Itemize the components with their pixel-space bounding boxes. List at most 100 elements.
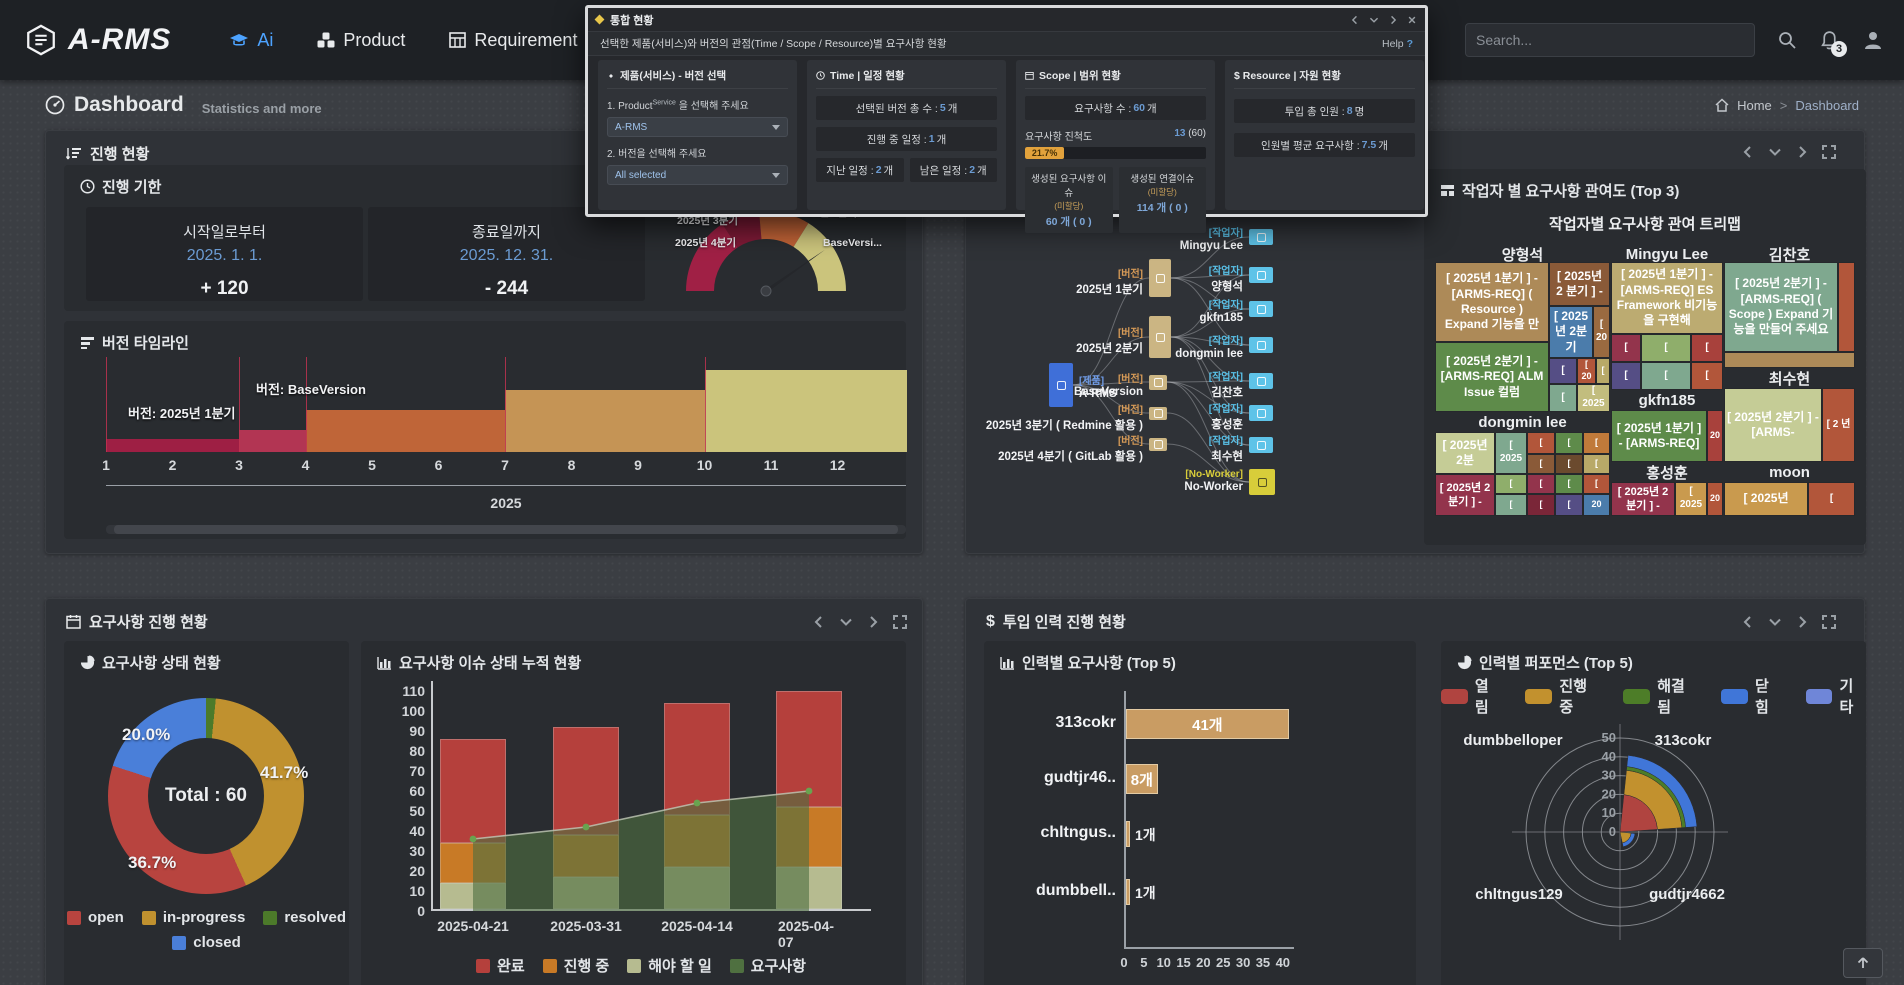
scroll-top-button[interactable]: [1843, 948, 1883, 978]
stacked-bar-segment[interactable]: [440, 883, 506, 909]
treemap-cell[interactable]: [1838, 262, 1855, 352]
stacked-bar-segment[interactable]: [664, 815, 730, 867]
treemap-cell[interactable]: [: [1808, 482, 1855, 516]
stacked-bar-segment[interactable]: [776, 867, 842, 909]
chevron-right-icon[interactable]: [866, 615, 880, 629]
chevron-right-icon[interactable]: [1388, 15, 1398, 25]
treemap-cell[interactable]: [: [1495, 474, 1527, 494]
treemap-cell[interactable]: [: [1527, 474, 1555, 494]
network-node-product[interactable]: [1049, 363, 1073, 407]
gauge-segment[interactable]: [686, 223, 738, 291]
timeline-bar[interactable]: [505, 390, 705, 452]
network-node-noworker[interactable]: [1249, 469, 1275, 495]
hbar-bar[interactable]: 8개: [1126, 764, 1158, 794]
legend-item-open[interactable]: open: [66, 909, 124, 926]
treemap-cell[interactable]: [ 2 년: [1822, 388, 1855, 462]
treemap-cell[interactable]: [: [1555, 474, 1583, 494]
network-node-version[interactable]: [1149, 259, 1171, 297]
stacked-bar-segment[interactable]: [553, 727, 619, 835]
treemap-cell[interactable]: [ 2025년 2분기 ] -: [1611, 482, 1675, 516]
stacked-bar-segment[interactable]: [553, 835, 619, 877]
chevron-right-icon[interactable]: [1795, 615, 1809, 629]
stacked-bar-segment[interactable]: [440, 739, 506, 843]
treemap-cell[interactable]: [ 2025년 2분기 ] - [ARMS-REQ] ( Scope ) Exp…: [1724, 262, 1838, 352]
chevron-right-icon[interactable]: [1795, 145, 1809, 159]
treemap-cell[interactable]: [ 2025년 1분기 ] - [ARMS-REQ] ( Resource ) …: [1435, 262, 1549, 342]
hbar-bar[interactable]: 41개: [1126, 709, 1289, 739]
treemap-cell[interactable]: [ 2025년 2분기 ] - [ARMS-: [1724, 388, 1822, 462]
nav-item-requirement[interactable]: Requirement: [449, 30, 577, 51]
treemap-cell[interactable]: [: [1555, 432, 1583, 454]
chevron-left-icon[interactable]: [1741, 145, 1755, 159]
polar-wedge-닫힘[interactable]: [1622, 832, 1636, 848]
treemap-cell[interactable]: [ 2025년: [1724, 482, 1808, 516]
treemap-cell[interactable]: 20: [1707, 482, 1723, 516]
legend-item-해결됨[interactable]: 해결됨: [1623, 675, 1697, 717]
treemap-cell[interactable]: [ 2025년 1분기 ] - [ARMS-REQ] ES Framework …: [1611, 262, 1723, 334]
treemap-cell[interactable]: 20: [1583, 494, 1610, 516]
polar-wedge-닫힘[interactable]: [1626, 755, 1698, 828]
treemap-cell[interactable]: [: [1495, 494, 1527, 516]
network-node-version[interactable]: [1149, 375, 1167, 390]
stacked-bar-segment[interactable]: [440, 843, 506, 883]
treemap-cell[interactable]: [: [1549, 384, 1577, 412]
network-node-version[interactable]: [1149, 438, 1167, 451]
hbar-bar[interactable]: [1126, 879, 1130, 905]
legend-item-기타[interactable]: 기타: [1805, 675, 1866, 717]
hbar-bar[interactable]: [1126, 821, 1130, 847]
network-node-worker[interactable]: [1249, 301, 1273, 317]
legend-item-완료[interactable]: 완료: [476, 955, 525, 976]
gauge-segment[interactable]: [793, 223, 846, 291]
treemap-cell[interactable]: [ 2025년 1분기 ] - [ARMS-REQ]: [1611, 410, 1707, 462]
treemap-cell[interactable]: [: [1641, 362, 1691, 390]
treemap-cell[interactable]: [ 2025년 2 분기 ] -: [1549, 262, 1610, 306]
timeline-scrollbar[interactable]: [106, 525, 906, 534]
treemap-cell[interactable]: [: [1527, 432, 1555, 454]
treemap-cell[interactable]: 20: [1707, 410, 1723, 462]
expand-icon[interactable]: [1822, 615, 1836, 629]
gauge-segment[interactable]: [759, 211, 809, 247]
legend-item-closed[interactable]: closed: [172, 934, 241, 951]
treemap-cell[interactable]: [: [1527, 454, 1555, 474]
chevron-left-icon[interactable]: [1350, 15, 1360, 25]
stacked-bar-segment[interactable]: [553, 877, 619, 909]
treemap-cell[interactable]: [ 2025 년 2분기: [1549, 306, 1593, 358]
treemap-cell[interactable]: [: [1583, 454, 1610, 474]
treemap-cell[interactable]: [ 20: [1577, 358, 1596, 384]
gauge-segment[interactable]: [722, 211, 762, 248]
expand-icon[interactable]: [893, 615, 907, 629]
treemap-cell[interactable]: [: [1611, 362, 1641, 390]
network-node-version[interactable]: [1149, 316, 1171, 358]
close-icon[interactable]: [1407, 15, 1417, 25]
legend-item-요구사항[interactable]: 요구사항: [729, 955, 806, 976]
network-node-worker[interactable]: [1249, 229, 1273, 245]
treemap-cell[interactable]: [ 20: [1593, 306, 1610, 358]
search-icon[interactable]: [1777, 30, 1797, 50]
legend-item-in-progress[interactable]: in-progress: [141, 909, 245, 926]
treemap-cell[interactable]: [: [1555, 494, 1583, 516]
treemap-cell[interactable]: [ 2025년 2분기 ] - [ARMS-REQ] ALM Issue 컬럼: [1435, 342, 1549, 412]
treemap-cell[interactable]: [ 2025: [1495, 432, 1527, 474]
legend-item-resolved[interactable]: resolved: [263, 909, 346, 926]
legend-item-열림[interactable]: 열림: [1441, 675, 1501, 717]
chevron-down-icon[interactable]: [1369, 15, 1379, 25]
modal-help[interactable]: Help ?: [1382, 37, 1413, 50]
treemap-cell[interactable]: [: [1583, 432, 1610, 454]
timeline-bar[interactable]: [239, 430, 306, 452]
version-select[interactable]: All selected: [607, 165, 788, 185]
treemap-cell[interactable]: [: [1555, 454, 1583, 474]
chevron-down-icon[interactable]: [839, 615, 853, 629]
network-node-worker[interactable]: [1249, 437, 1273, 453]
legend-item-닫힘[interactable]: 닫힘: [1721, 675, 1781, 717]
network-node-worker[interactable]: [1249, 337, 1273, 353]
treemap-cell[interactable]: [: [1549, 358, 1577, 384]
treemap-cell[interactable]: [ 2025년 2분: [1435, 432, 1495, 474]
treemap-cell[interactable]: [: [1527, 494, 1555, 516]
stacked-bar-segment[interactable]: [664, 703, 730, 815]
treemap-cell[interactable]: [: [1611, 334, 1641, 362]
breadcrumb-home[interactable]: Home: [1737, 97, 1772, 113]
stacked-bar-segment[interactable]: [776, 691, 842, 807]
treemap-cell[interactable]: [ 2025: [1675, 482, 1707, 516]
timeline-bar[interactable]: [305, 410, 505, 452]
treemap-cell[interactable]: [ 2025: [1577, 384, 1610, 412]
